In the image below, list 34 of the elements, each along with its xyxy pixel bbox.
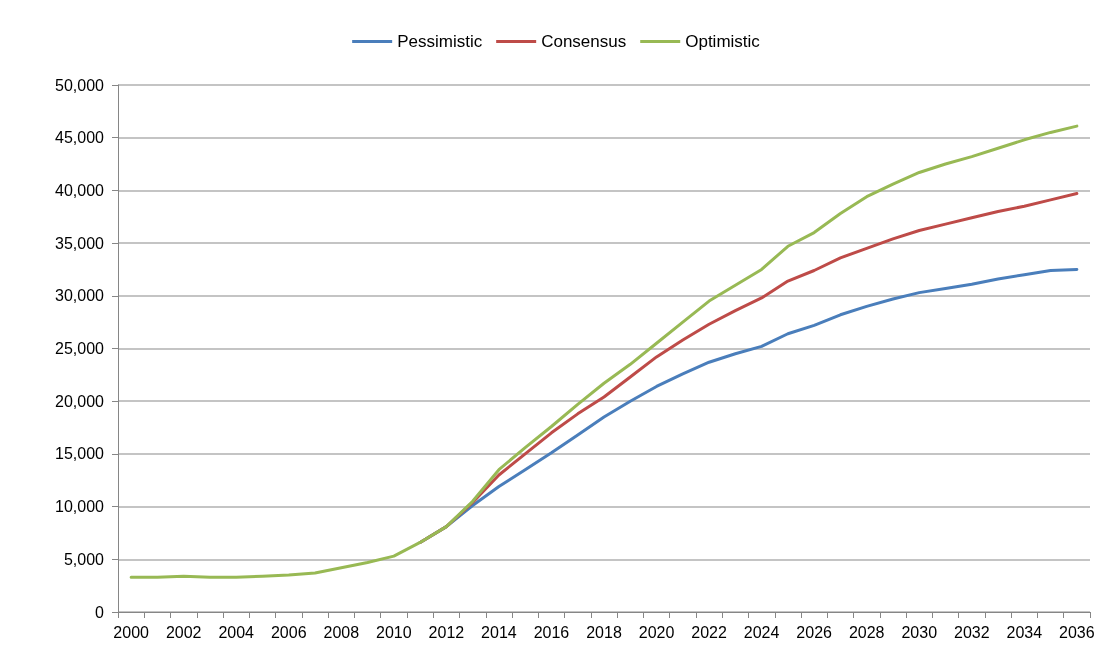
x-tick-label: 2034	[1006, 623, 1043, 641]
x-tick-label: 2030	[901, 623, 938, 641]
x-tick-label: 2018	[586, 623, 622, 641]
y-tick-label: 40,000	[55, 181, 105, 199]
y-tick-label: 45,000	[55, 129, 105, 147]
y-tick-label: 5,000	[63, 550, 105, 568]
legend-label: Consensus	[541, 32, 627, 51]
x-tick-label: 2016	[533, 623, 570, 641]
y-tick-label: 50,000	[55, 76, 105, 94]
x-tick-label: 2026	[796, 623, 833, 641]
x-tick-label: 2028	[848, 623, 885, 641]
legend-label: Optimistic	[685, 32, 761, 51]
x-tick-label: 2004	[218, 623, 255, 641]
x-tick-label: 2014	[481, 623, 517, 641]
y-tick-label: 10,000	[55, 498, 105, 516]
x-tick-label: 2012	[428, 623, 465, 641]
line-series	[129, 124, 1079, 579]
x-tick-label: 2032	[953, 623, 990, 641]
y-tick-label: 20,000	[55, 392, 105, 410]
x-tick-label: 2036	[1059, 623, 1095, 641]
y-tick-label: 35,000	[55, 234, 105, 252]
x-tick-label: 2006	[270, 623, 307, 641]
x-tick-label: 2000	[113, 623, 150, 641]
y-tick-label: 0	[95, 603, 105, 621]
x-tick-label: 2024	[743, 623, 780, 641]
x-tick-label: 2002	[165, 623, 202, 641]
x-tick-label: 2020	[638, 623, 675, 641]
x-tick-label: 2008	[323, 623, 360, 641]
x-tick-label: 2022	[691, 623, 727, 641]
y-tick-label: 25,000	[55, 340, 105, 357]
x-tick-label: 2010	[376, 623, 412, 641]
legend-label: Pessimistic	[397, 32, 483, 51]
y-tick-label: 30,000	[55, 287, 105, 305]
y-tick-label: 15,000	[55, 445, 105, 463]
